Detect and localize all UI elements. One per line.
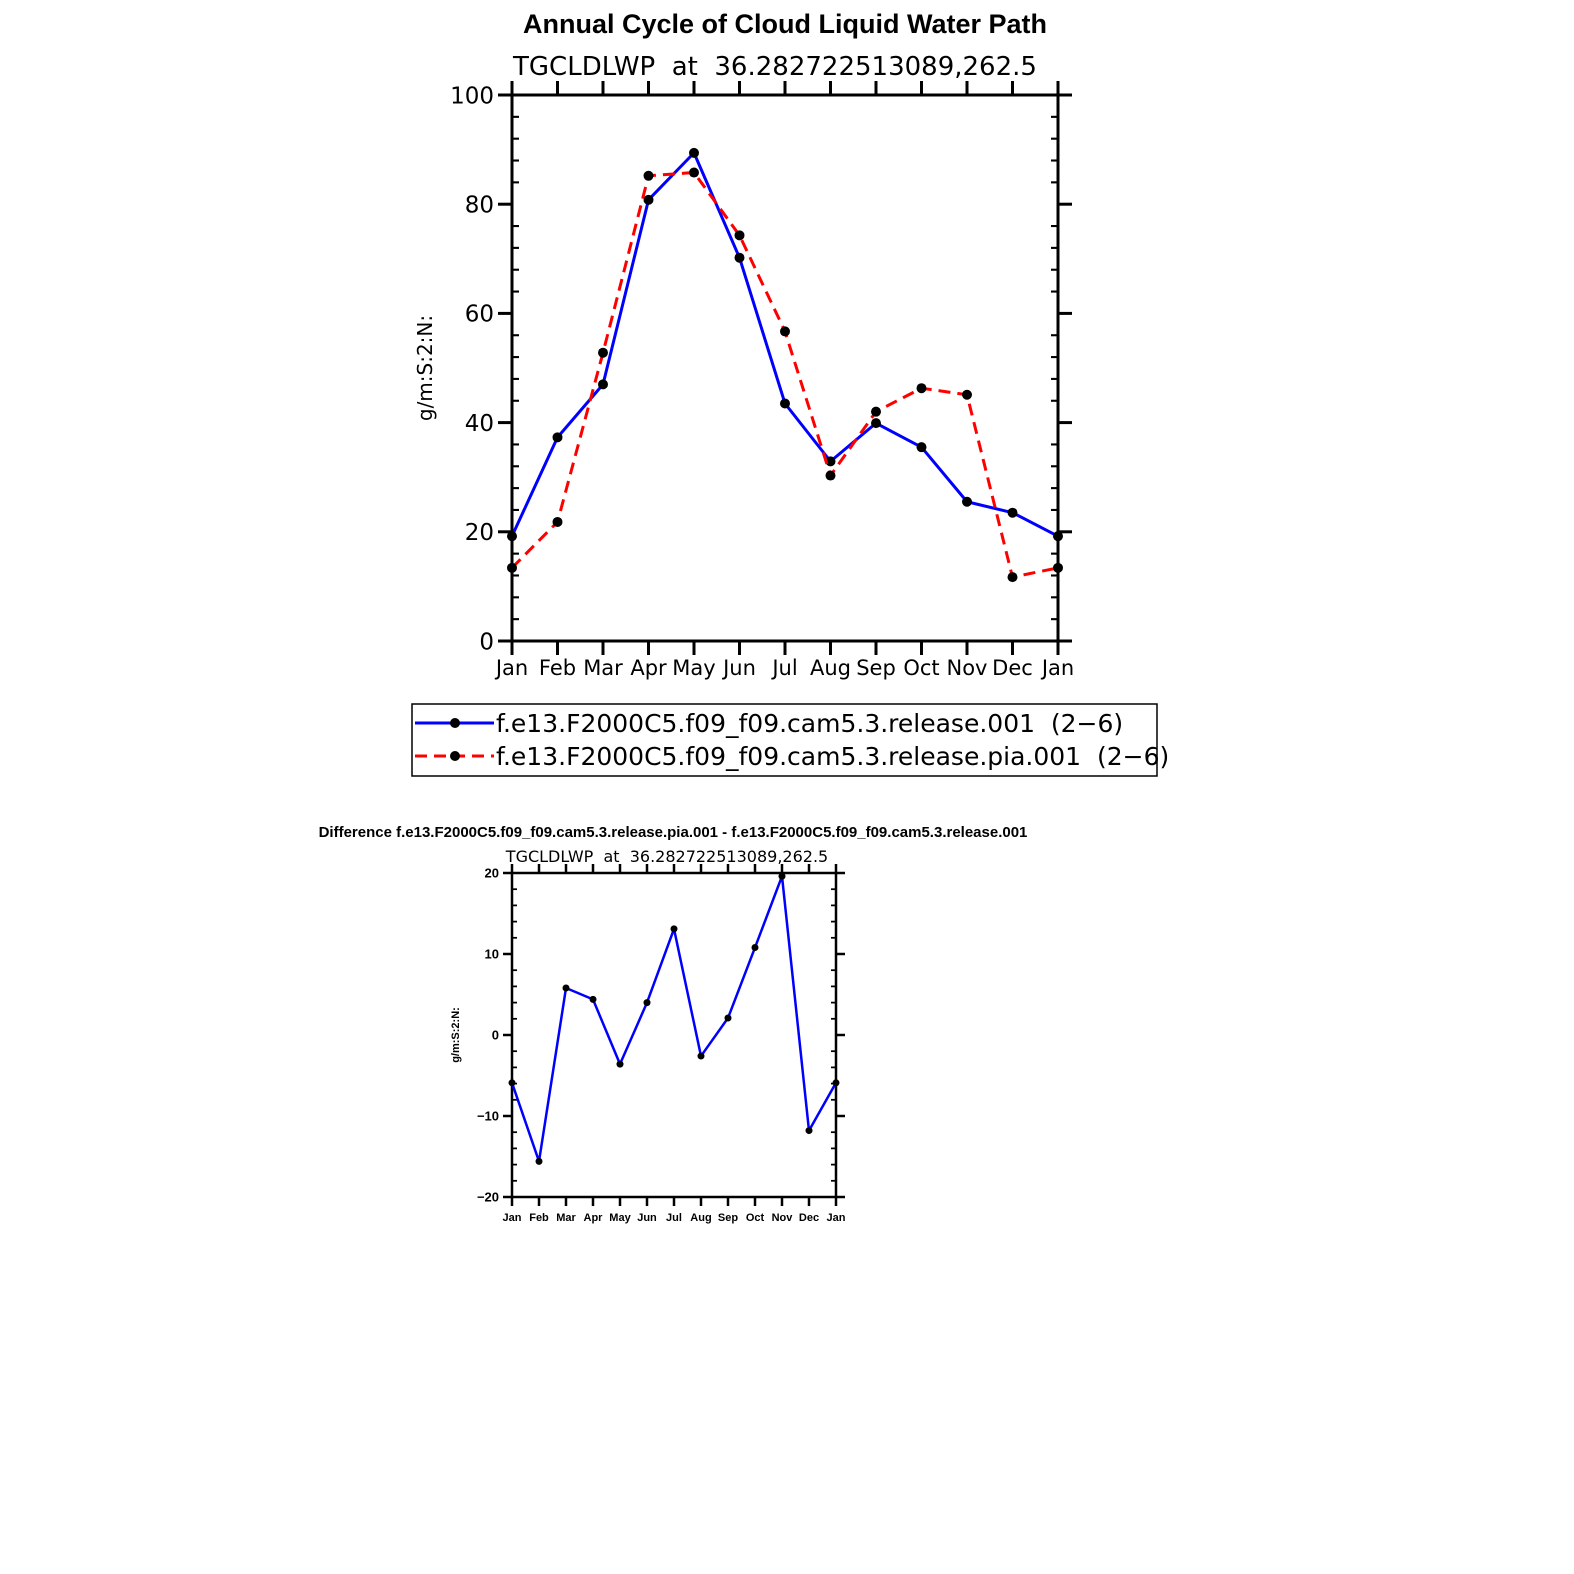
chart1-series-1-point xyxy=(1007,572,1018,583)
chart1-series-0-point xyxy=(780,398,790,409)
chart2-ytick-label: 0 xyxy=(492,1028,499,1043)
chart1-series-0-point xyxy=(871,418,881,429)
chart1-ytick-label: 40 xyxy=(465,411,494,437)
chart2-xtick-label: Mar xyxy=(556,1212,576,1224)
chart2-series-0-point xyxy=(616,1060,624,1068)
chart1-plot-frame xyxy=(510,93,1060,643)
chart1-ticks: Jan Feb Mar Apr May Jun Jul Aug Sep Oct Nov Dec Jan0… xyxy=(450,81,1074,680)
chart1-ytick-label: 100 xyxy=(450,83,494,109)
chart1-series-0-point xyxy=(507,531,517,542)
chart2-xtick-label: Aug xyxy=(690,1212,711,1224)
chart2-xtick-label: May xyxy=(609,1212,631,1224)
chart1-xtick-label: Jan xyxy=(1040,656,1074,680)
chart1-xtick-label: Jan xyxy=(494,656,528,680)
chart2-xtick-label: Sep xyxy=(718,1212,738,1224)
chart2-xtick-label: Jun xyxy=(637,1212,657,1224)
chart1-series-0-point xyxy=(598,379,608,390)
chart2-ytick-label: −20 xyxy=(477,1190,499,1205)
chart1-xtick-label: Feb xyxy=(539,656,576,680)
chart1-series xyxy=(507,147,1063,583)
chart2-series-0-point xyxy=(751,944,759,952)
chart1-xtick-label: Oct xyxy=(903,656,939,680)
chart1-xtick-label: Sep xyxy=(856,656,896,680)
chart1-series-1-point xyxy=(643,170,654,181)
chart1-series-1-point xyxy=(734,230,745,241)
chart2-xtick-label: Oct xyxy=(746,1212,765,1224)
chart1-series-1-point xyxy=(689,167,699,178)
chart1-legend: f.e13.F2000C5.f09_f09.cam5.3.release.001… xyxy=(411,703,1169,777)
chart1-xtick-label: Aug xyxy=(810,656,851,680)
chart2-series-0-point xyxy=(508,1079,516,1087)
chart1-ytick-label: 80 xyxy=(465,192,494,218)
chart1-series-1-point xyxy=(780,326,790,337)
chart2-title: Difference f.e13.F2000C5.f09_f09.cam5.3.… xyxy=(319,824,1028,841)
chart1-title: Annual Cycle of Cloud Liquid Water Path xyxy=(523,9,1047,39)
chart1-series-1-point xyxy=(871,406,881,417)
chart1-series-1-point xyxy=(825,470,836,481)
chart2-series-0-point xyxy=(589,995,597,1003)
legend-entry-release: f.e13.F2000C5.f09_f09.cam5.3.release.001… xyxy=(496,709,1123,738)
chart1-xtick-label: Jul xyxy=(770,656,797,680)
chart2-series-0-point xyxy=(535,1157,543,1165)
chart2-series-0-point xyxy=(670,925,678,933)
chart2-xtick-label: Feb xyxy=(529,1212,549,1224)
chart1-xtick-label: May xyxy=(672,656,715,680)
chart1-series-0-point xyxy=(1007,507,1018,518)
chart1-series-0-point xyxy=(552,432,563,443)
chart2-xtick-label: Jan xyxy=(827,1212,846,1224)
chart1-series-1-point xyxy=(507,562,517,573)
chart1-series-0-point xyxy=(734,252,745,263)
chart2-plot-frame xyxy=(510,871,838,1199)
chart1-series-line-0 xyxy=(510,151,1059,538)
chart1-series-line-1 xyxy=(510,171,1059,579)
chart1-ylabel: g/m:S:2:N: xyxy=(413,315,437,421)
chart2-series-0-point xyxy=(562,984,570,992)
chart2-xtick-label: Dec xyxy=(799,1212,819,1224)
chart1-xtick-label: Apr xyxy=(630,656,667,680)
chart2-series-line-0 xyxy=(510,874,838,1163)
chart1-series-0-point xyxy=(916,442,927,453)
chart2-ytick-label: 10 xyxy=(485,947,499,962)
chart1-series-0-point xyxy=(643,194,654,205)
chart1-series-1-point xyxy=(552,516,563,527)
chart2-series-0-point xyxy=(724,1014,732,1022)
chart1-series-1-point xyxy=(598,347,608,358)
chart2-series-0-point xyxy=(697,1052,705,1060)
chart1-series-0-point xyxy=(689,147,699,158)
chart2-ylabel: g/m:S:2:N: xyxy=(450,1007,462,1063)
chart1-xtick-label: Nov xyxy=(947,656,988,680)
chart2-xtick-label: Nov xyxy=(772,1212,794,1224)
legend-entry-pia: f.e13.F2000C5.f09_f09.cam5.3.release.pia… xyxy=(496,742,1169,771)
chart2-xtick-label: Jan xyxy=(503,1212,522,1224)
chart2-series-0-point xyxy=(643,999,651,1007)
chart1-ytick-label: 20 xyxy=(465,520,494,546)
chart1-series-1-point xyxy=(1053,562,1063,573)
chart2-xtick-label: Apr xyxy=(584,1212,604,1224)
chart1-xtick-label: Jun xyxy=(721,656,756,680)
chart2-series xyxy=(508,872,840,1165)
chart2-ytick-label: −10 xyxy=(477,1109,499,1124)
chart1-subtitle: TGCLDLWP at 36.282722513089,262.5 xyxy=(512,52,1037,82)
chart2-ticks: Jan Feb Mar Apr May Jun Jul Aug Sep Oct Nov Dec Jan−… xyxy=(477,864,846,1224)
chart1-series-0-point xyxy=(1053,531,1063,542)
chart1-ytick-label: 60 xyxy=(465,302,494,328)
chart2-series-0-point xyxy=(832,1079,840,1087)
chart1-xtick-label: Dec xyxy=(992,656,1033,680)
chart1-series-0-point xyxy=(962,496,972,507)
chart2-series-0-point xyxy=(805,1127,813,1135)
chart1-series-0-point xyxy=(825,456,836,467)
chart1-series-1-point xyxy=(962,389,972,400)
chart1-series-1-point xyxy=(916,383,927,394)
chart2-xtick-label: Jul xyxy=(666,1212,682,1224)
chart2-ytick-label: 20 xyxy=(485,866,499,881)
chart1-ytick-label: 0 xyxy=(479,629,494,655)
chart2-subtitle: TGCLDLWP at 36.282722513089,262.5 xyxy=(505,847,828,866)
chart1-xtick-label: Mar xyxy=(583,656,623,680)
chart2-series-0-point xyxy=(778,872,786,880)
